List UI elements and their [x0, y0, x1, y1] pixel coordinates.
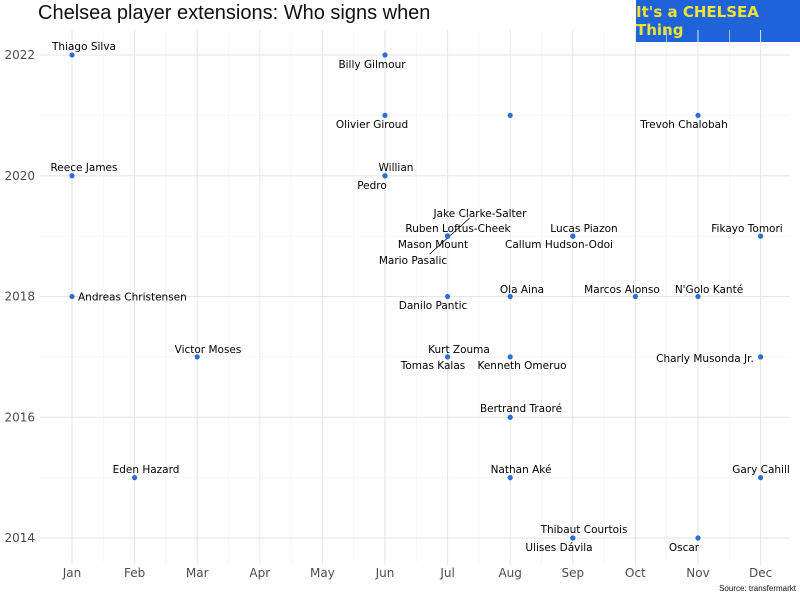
point-label: Kurt Zouma — [428, 344, 490, 356]
point-label: Eden Hazard — [113, 464, 180, 476]
y-tick-label: 2018 — [4, 290, 35, 304]
point-label: Charly Musonda Jr. — [656, 353, 754, 365]
data-point — [507, 475, 513, 481]
data-point — [632, 293, 639, 300]
data-point — [69, 293, 75, 300]
brand-badge: It's a CHELSEA Thing — [636, 0, 800, 42]
x-tick-label: Feb — [124, 566, 145, 580]
point-label: Kenneth Omeruo — [477, 360, 566, 372]
data-point — [445, 354, 451, 360]
x-tick-label: Jan — [62, 566, 82, 580]
source-note: Source: transfermarkt — [719, 584, 796, 593]
point-label: Danilo Pantic — [399, 300, 468, 312]
data-point — [194, 354, 200, 360]
point-label: Andreas Christensen — [78, 292, 187, 304]
point-label: Ulises Dávila — [525, 542, 592, 554]
point-label: Willian — [379, 162, 414, 174]
point-label: Reece James — [50, 162, 117, 174]
x-tick-label: Mar — [186, 566, 209, 580]
point-label: Jake Clarke-Salter — [433, 208, 528, 220]
point-label: Victor Moses — [175, 344, 242, 356]
x-tick-label: Oct — [625, 566, 646, 580]
data-point — [445, 293, 451, 300]
point-label: Lucas Piazon — [550, 223, 617, 235]
x-tick-label: May — [310, 566, 335, 580]
point-label: N'Golo Kanté — [675, 284, 743, 296]
data-point — [382, 52, 388, 58]
point-label: Tomas Kalas — [400, 360, 465, 372]
data-point — [570, 233, 576, 239]
point-label: Oscar — [669, 542, 700, 554]
data-point — [695, 112, 701, 118]
point-label: Bertrand Traoré — [480, 403, 562, 415]
data-point — [507, 354, 513, 360]
data-point — [382, 173, 388, 179]
point-label: Thiago Silva — [51, 41, 116, 53]
data-point — [758, 475, 764, 481]
point-label: Fikayo Tomori — [711, 223, 782, 235]
data-point — [445, 233, 451, 239]
data-point — [570, 535, 576, 541]
point-label: Marcos Alonso — [584, 284, 660, 296]
y-tick-label: 2020 — [4, 169, 35, 183]
point-label: Thibaut Courtois — [540, 524, 628, 536]
data-point — [758, 233, 764, 239]
x-tick-label: Apr — [249, 566, 270, 580]
point-label: Billy Gilmour — [338, 59, 406, 71]
point-label: Trevoh Chalobah — [639, 119, 728, 131]
point-label: Mason Mount — [398, 239, 468, 251]
data-point — [695, 535, 701, 541]
data-point — [69, 52, 75, 58]
y-tick-label: 2022 — [4, 48, 35, 62]
x-tick-label: Aug — [498, 566, 521, 580]
point-labels: Thiago Silva Billy Gilmour Olivier Giroud T… — [50, 41, 789, 554]
data-point — [382, 112, 388, 118]
y-tick-label: 2014 — [4, 531, 35, 545]
y-tick-label: 2016 — [4, 410, 35, 424]
data-points — [69, 52, 764, 541]
x-tick-label: Jul — [439, 566, 454, 580]
point-label: Callum Hudson-Odoi — [505, 239, 613, 251]
point-label: Nathan Aké — [491, 464, 552, 476]
data-point — [507, 414, 513, 420]
x-tick-label: Jun — [375, 566, 395, 580]
point-label: Pedro — [357, 180, 387, 192]
point-label: Mario Pasalic — [379, 255, 448, 267]
data-point — [507, 112, 513, 118]
data-point — [758, 354, 764, 360]
axis-tick-labels: Jan Feb Mar Apr May Jun Jul Aug Sep Oct Nov Dec 2014… — [4, 48, 772, 580]
x-tick-label: Nov — [686, 566, 709, 580]
chart-title: Chelsea player extensions: Who signs whe… — [38, 2, 431, 24]
point-label: Ola Aina — [500, 284, 544, 296]
data-point — [507, 293, 513, 300]
grid-lines — [40, 30, 790, 565]
data-point — [695, 293, 701, 300]
point-label: Ruben Loftus-Cheek — [405, 223, 511, 235]
point-label: Gary Cahill — [732, 464, 790, 476]
x-tick-label: Dec — [749, 566, 772, 580]
x-tick-label: Sep — [561, 566, 584, 580]
point-label: Olivier Giroud — [336, 119, 408, 131]
data-point — [69, 173, 75, 179]
data-point — [132, 475, 138, 481]
